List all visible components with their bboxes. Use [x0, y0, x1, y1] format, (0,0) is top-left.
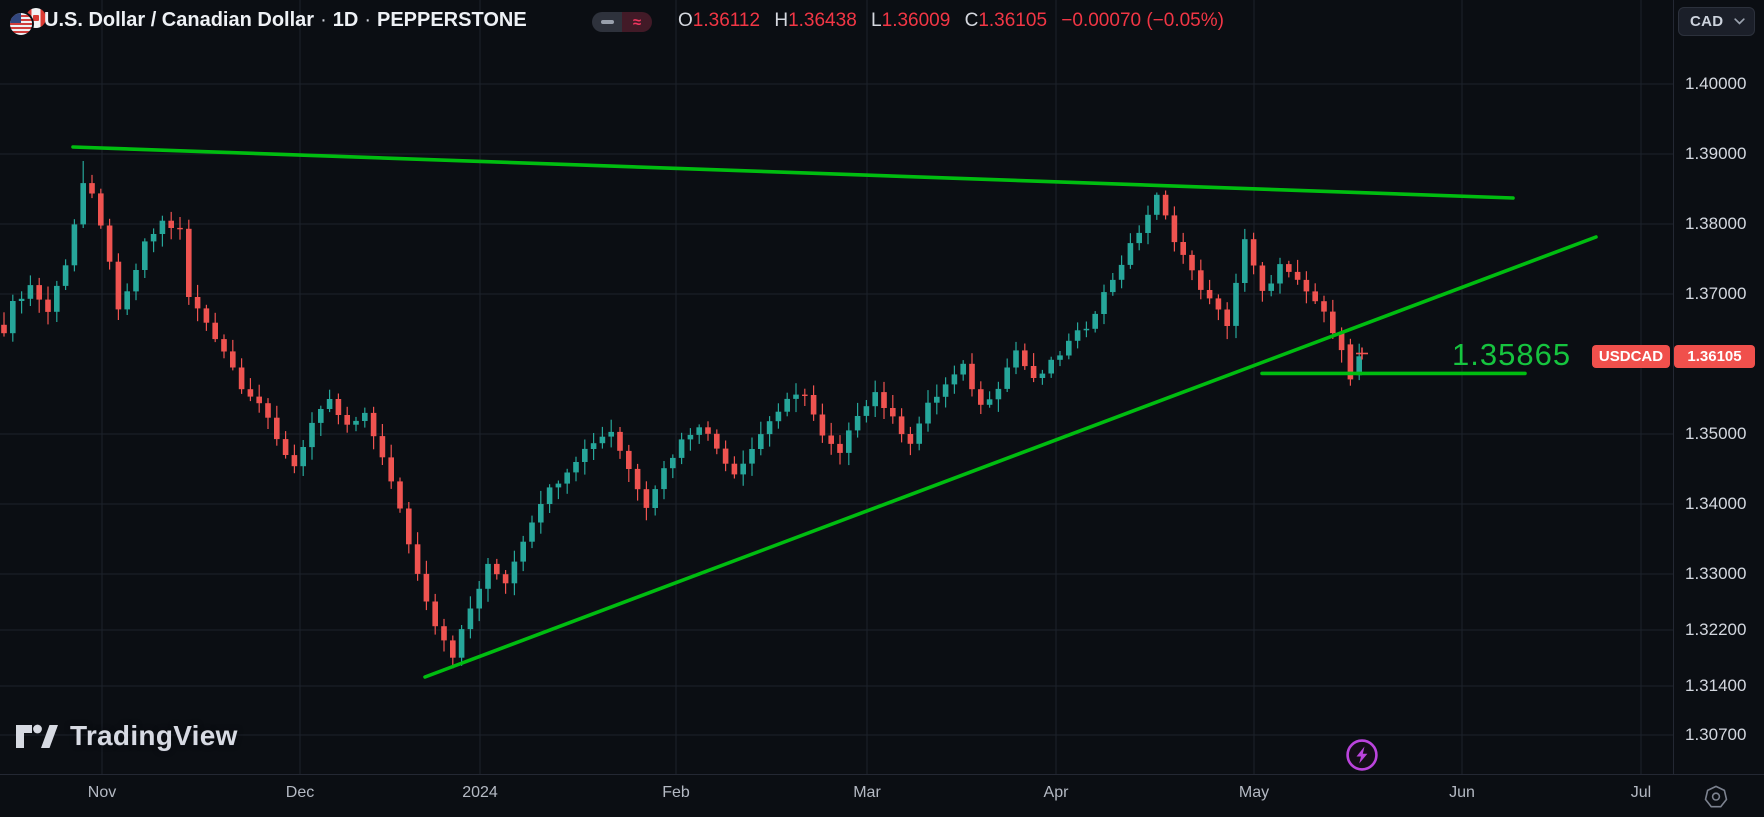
candlestick-chart[interactable] [0, 0, 1673, 774]
open-value: 1.36112 [692, 10, 761, 31]
dot-separator: · [364, 9, 371, 31]
time-tick-label: Apr [1043, 784, 1069, 801]
chevron-down-icon [1734, 18, 1745, 25]
instant-details-flash-icon[interactable] [1344, 737, 1380, 773]
symbol-title[interactable]: U.S. Dollar / Canadian Dollar · 1D · PEPPERS… [44, 9, 527, 32]
close-label: C [964, 10, 979, 31]
price-tick-label: 1.39000 [1685, 144, 1747, 163]
symbol-name[interactable]: U.S. Dollar / Canadian Dollar [44, 9, 315, 31]
price-tick-label: 1.35000 [1685, 424, 1747, 443]
currency-unit-dropdown[interactable]: CAD [1678, 7, 1755, 36]
ohlc-legend: O1.36112 H1.36438 L1.36009 C1.36105 −0.0… [678, 10, 1224, 32]
price-tick-label: 1.33000 [1685, 564, 1747, 583]
price-tick-label: 1.30700 [1685, 725, 1747, 744]
time-tick-label: May [1238, 784, 1270, 801]
usdcad-pair-flag-icon[interactable] [10, 8, 46, 35]
time-tick-label: Dec [285, 784, 315, 801]
approx-data-icon[interactable]: ≈ [622, 12, 652, 32]
tradingview-wordmark: TradingView [70, 720, 238, 751]
price-tick-label: 1.37000 [1685, 284, 1747, 303]
us-flag-icon [10, 13, 32, 35]
tradingview-watermark[interactable]: TradingView [14, 720, 238, 752]
chart-legend-header: U.S. Dollar / Canadian Dollar · 1D · PEPPERS… [0, 0, 1500, 44]
time-tick-label: 2024 [462, 784, 498, 801]
time-tick-label: Nov [87, 784, 117, 801]
price-axis[interactable]: 1.40000 1.39000 1.38000 1.37000 1.35000 1.340… [1673, 0, 1764, 774]
high-label: H [774, 10, 789, 31]
time-tick-label: Jul [1630, 784, 1652, 801]
price-tick-label: 1.38000 [1685, 214, 1747, 233]
time-axis[interactable]: Nov Dec 2024 Feb Mar Apr May Jun Jul [0, 774, 1764, 817]
dot-separator: · [320, 9, 327, 31]
price-tick-label: 1.40000 [1685, 74, 1747, 93]
close-value: 1.36105 [978, 10, 1048, 31]
price-tick-label: 1.32200 [1685, 620, 1747, 639]
currency-unit-label: CAD [1690, 13, 1724, 30]
price-tick-label: 1.31400 [1685, 676, 1747, 695]
low-value: 1.36009 [881, 10, 951, 31]
time-tick-label: Mar [853, 784, 881, 801]
timeframe-label[interactable]: 1D [332, 9, 359, 31]
badge-price-text: 1.36105 [1687, 348, 1742, 365]
change-value: −0.00070 (−0.05%) [1061, 10, 1224, 31]
open-label: O [678, 10, 693, 31]
time-tick-label: Feb [662, 784, 690, 801]
low-label: L [871, 10, 882, 31]
symbol-price-label-badge: USDCAD [1592, 345, 1670, 368]
broker-label[interactable]: PEPPERSTONE [376, 9, 527, 31]
tradingview-logo-icon [16, 724, 58, 748]
last-price-axis-badge: 1.36105 [1674, 345, 1755, 368]
high-value: 1.36438 [788, 10, 857, 31]
support-level-annotation[interactable]: 1.35865 [1452, 337, 1572, 372]
price-tick-label: 1.34000 [1685, 494, 1747, 513]
badge-symbol-text: USDCAD [1598, 348, 1664, 365]
data-source-toggle[interactable]: ≈ [592, 12, 652, 32]
time-tick-label: Jun [1449, 784, 1475, 801]
minimize-dash-icon[interactable] [592, 12, 622, 32]
axis-settings-gear-icon[interactable] [1702, 783, 1730, 811]
